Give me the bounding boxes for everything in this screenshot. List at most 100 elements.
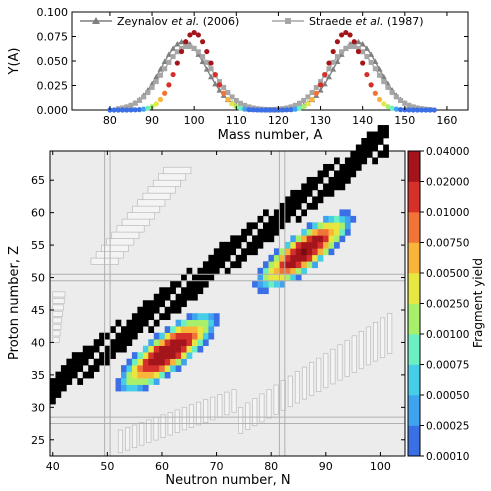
bottom-y-tick-label: 55 (31, 239, 45, 252)
black-cell (88, 345, 94, 353)
yield-cell (317, 254, 324, 262)
zeynalov-point (161, 58, 168, 65)
bottom-x-tick-label: 40 (46, 460, 60, 473)
bottom-plot-frame (49, 150, 406, 457)
black-cell (355, 163, 362, 171)
calculated-point (258, 107, 265, 113)
zeynalov-point (325, 73, 332, 80)
black-cell (290, 196, 297, 204)
black-cell (257, 235, 264, 243)
black-cell (246, 241, 253, 249)
yield-cell (301, 235, 307, 243)
black-cell (153, 300, 160, 308)
straede-point (149, 84, 155, 90)
calculated-point (254, 107, 260, 113)
yield-cell (295, 274, 302, 282)
colorbar-swatch (408, 151, 420, 182)
black-cell (131, 332, 138, 340)
zeynalov-point (203, 66, 210, 72)
yield-cell (148, 371, 155, 379)
black-cell (164, 287, 171, 295)
bottom-x-tick-label: 60 (155, 460, 169, 473)
shell-bar (217, 394, 223, 418)
shell-bar (121, 218, 150, 226)
black-cell (284, 196, 291, 204)
shell-bar (372, 322, 379, 362)
yield-cell (295, 235, 302, 243)
black-cell (219, 254, 226, 262)
yield-cell (202, 332, 209, 340)
black-cell (115, 339, 122, 346)
zeynalov-point (165, 51, 172, 57)
straede-point (355, 45, 361, 51)
yield-cell (192, 332, 198, 340)
yield-cell (257, 280, 264, 288)
straede-point (145, 90, 151, 96)
shell-bar (280, 380, 286, 411)
black-cell (126, 339, 133, 346)
yield-cell (153, 378, 160, 385)
colorbar-swatch (408, 364, 420, 396)
yield-cell (339, 235, 346, 243)
top-plot-frame (71, 11, 469, 111)
yield-cell (186, 332, 193, 340)
yield-cell (142, 345, 149, 353)
calculated-point (237, 105, 244, 111)
calculated-point (284, 107, 290, 113)
black-cell (213, 254, 220, 262)
straede-point (246, 104, 252, 110)
yield-cell (153, 352, 160, 359)
yield-cell (126, 371, 133, 379)
black-cell (372, 144, 378, 152)
yield-cell (344, 209, 351, 217)
yield-cell (131, 352, 138, 359)
black-cell (71, 371, 78, 379)
shell-bar (117, 429, 123, 454)
yield-cell (263, 261, 269, 269)
shell-bar (125, 427, 131, 451)
colorbar-label: Fragment yield (471, 258, 485, 348)
shell-bar (100, 244, 129, 252)
yield-cell (323, 222, 329, 230)
yield-cell (323, 241, 329, 249)
yield-cell (263, 274, 269, 282)
yield-cell (137, 378, 144, 385)
colorbar-tick-label: 0.00025 (426, 421, 469, 433)
shell-bar (163, 166, 192, 175)
black-cell (175, 280, 182, 288)
yield-cell (131, 384, 138, 392)
calculated-point (250, 107, 256, 113)
colorbar-tick-label: 0.00010 (426, 451, 469, 463)
zeynalov-point (174, 40, 181, 47)
black-cell (301, 189, 307, 197)
black-cell (137, 306, 144, 314)
shell-bar (231, 389, 237, 413)
black-cell (372, 157, 378, 165)
straede-point (339, 49, 345, 55)
straede-point (183, 44, 189, 50)
shell-bar (259, 393, 265, 423)
black-cell (252, 241, 258, 249)
black-cell (268, 215, 275, 223)
bottom-y-tick-label: 65 (31, 174, 45, 187)
black-cell (131, 326, 138, 334)
yield-cell (153, 371, 160, 379)
black-cell (197, 280, 204, 288)
black-cell (344, 163, 351, 171)
black-cell (148, 306, 155, 314)
black-cell (197, 287, 204, 295)
black-cell (295, 189, 302, 197)
legend-label-straede: Straede et al. (1987) (309, 15, 424, 28)
black-cell (312, 196, 318, 204)
top-x-axis-label: Mass number, A (218, 128, 323, 143)
bottom-x-tick-label: 70 (210, 460, 224, 473)
shell-bar (203, 399, 209, 423)
black-cell (104, 352, 111, 359)
yield-cell (290, 261, 297, 269)
colorbar-swatch (408, 181, 420, 213)
yield-cell (273, 274, 280, 282)
yield-cell (273, 254, 280, 262)
black-cell (284, 209, 291, 217)
yield-cell (164, 371, 171, 379)
yield-cell (175, 326, 182, 334)
